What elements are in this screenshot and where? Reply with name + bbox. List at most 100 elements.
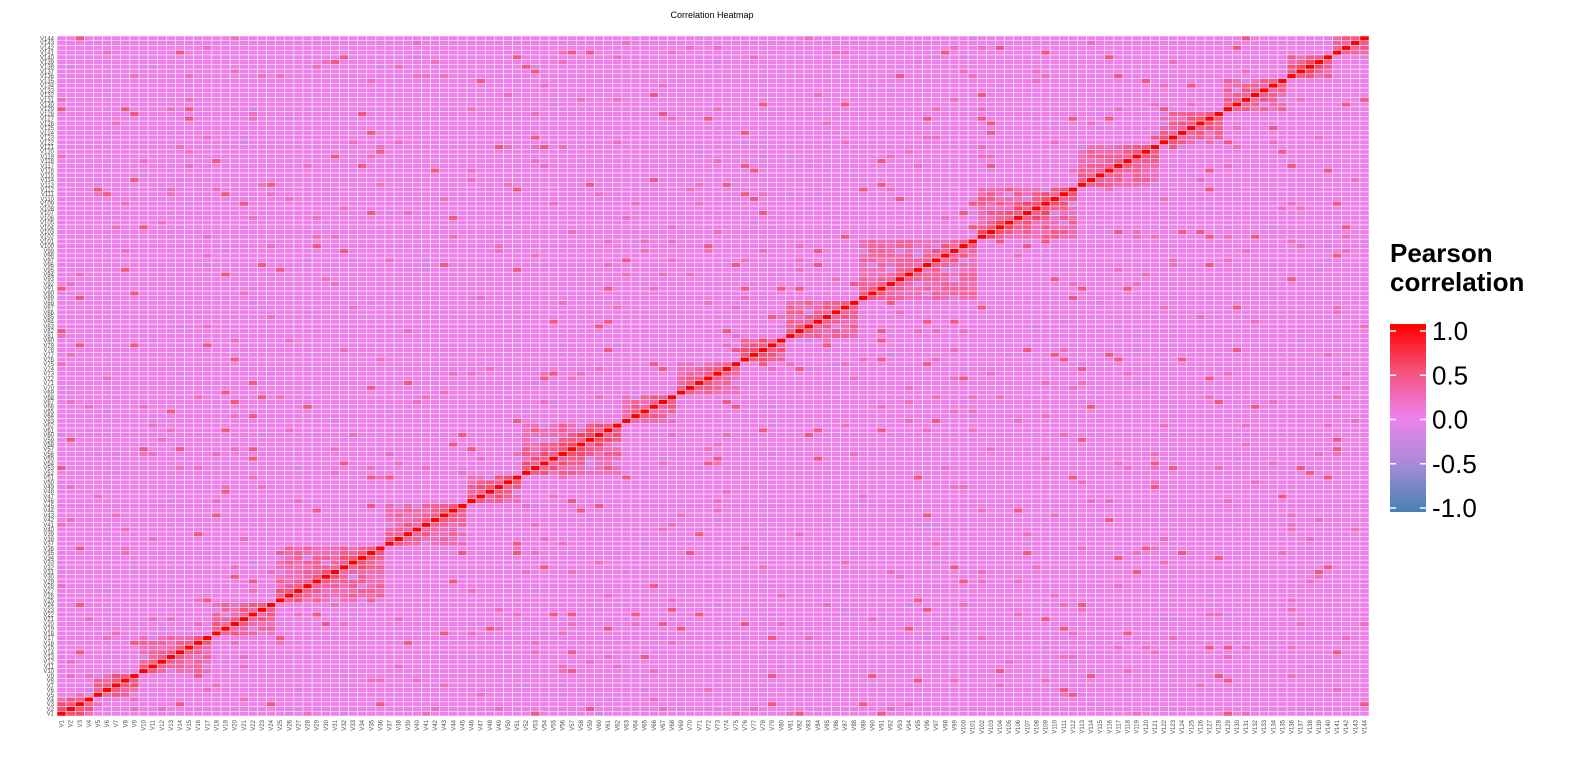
heatmap-cell	[102, 153, 112, 160]
heatmap-cell	[238, 597, 249, 603]
heatmap-cell	[56, 385, 67, 391]
heatmap-cell	[84, 248, 94, 254]
heatmap-cell	[302, 654, 313, 660]
heatmap-cell	[65, 507, 76, 514]
heatmap-cell	[102, 323, 112, 330]
heatmap-cell	[320, 163, 331, 169]
heatmap-cell	[184, 139, 194, 145]
heatmap-cell	[248, 626, 258, 632]
heatmap-cell	[248, 87, 258, 93]
heatmap-cell	[156, 659, 167, 665]
heatmap-cell	[248, 668, 258, 674]
heatmap-cell	[320, 144, 331, 150]
heatmap-cell	[257, 229, 267, 235]
heatmap-cell	[257, 300, 267, 306]
heatmap-cell	[84, 550, 94, 556]
heatmap-cell	[293, 328, 304, 334]
heatmap-cell	[184, 153, 194, 160]
heatmap-cell	[147, 276, 158, 282]
heatmap-cell	[138, 507, 149, 514]
heatmap-cell	[348, 484, 358, 490]
heatmap-cell	[229, 40, 240, 46]
heatmap-cell	[147, 328, 158, 334]
heatmap-cell	[320, 607, 331, 613]
heatmap-cell	[175, 564, 185, 570]
heatmap-cell	[202, 347, 213, 353]
heatmap-cell	[184, 517, 194, 523]
heatmap-cell	[74, 238, 85, 245]
heatmap-cell	[65, 441, 76, 448]
heatmap-cell	[93, 371, 103, 377]
heatmap-cell	[293, 64, 304, 70]
heatmap-cell	[348, 196, 358, 202]
heatmap-cell	[202, 422, 213, 429]
heatmap-cell	[284, 663, 295, 670]
heatmap-cell	[275, 555, 286, 561]
heatmap-cell	[202, 526, 213, 533]
heatmap-cell	[74, 347, 85, 353]
heatmap-cell	[184, 493, 194, 500]
heatmap-cell	[147, 49, 158, 56]
heatmap-cell	[156, 314, 167, 320]
heatmap-cell	[284, 626, 295, 632]
heatmap-cell	[275, 389, 286, 396]
heatmap-cell	[166, 158, 176, 164]
heatmap-cell	[184, 252, 194, 259]
heatmap-cell	[266, 640, 276, 646]
heatmap-cell	[56, 380, 67, 386]
heatmap-cell	[65, 692, 76, 698]
heatmap-cell	[311, 229, 322, 235]
heatmap-cell	[311, 205, 322, 211]
heatmap-cell	[156, 498, 167, 504]
heatmap-cell	[166, 611, 176, 618]
heatmap-cell	[248, 550, 258, 556]
heatmap-cell	[366, 262, 377, 268]
heatmap-cell	[111, 692, 122, 698]
heatmap-cell	[266, 97, 276, 103]
heatmap-cell	[257, 191, 267, 197]
heatmap-cell	[284, 64, 295, 70]
heatmap-cell	[266, 361, 276, 367]
heatmap-cell	[65, 422, 76, 429]
heatmap-cell	[147, 696, 158, 703]
heatmap-cell	[339, 371, 349, 377]
heatmap-cell	[202, 701, 213, 707]
heatmap-cell	[229, 323, 240, 330]
heatmap-cell	[138, 630, 149, 636]
heatmap-cell	[166, 503, 176, 509]
heatmap-cell	[175, 677, 185, 684]
heatmap-cell	[93, 101, 103, 108]
heatmap-cell	[220, 172, 231, 178]
heatmap-cell	[184, 196, 194, 202]
heatmap-cell	[138, 219, 149, 226]
heatmap-cell	[120, 182, 131, 188]
heatmap-cell	[293, 54, 304, 60]
heatmap-cell	[166, 328, 176, 334]
heatmap-cell	[211, 682, 222, 688]
heatmap-cell	[238, 696, 249, 703]
heatmap-cell	[339, 663, 349, 670]
heatmap-cell	[93, 545, 103, 551]
heatmap-cell	[330, 389, 340, 396]
heatmap-cell	[193, 408, 204, 415]
heatmap-cell	[102, 569, 112, 575]
heatmap-cell	[93, 626, 103, 632]
heatmap-cell	[302, 134, 313, 141]
heatmap-cell	[211, 153, 222, 160]
heatmap-cell	[211, 300, 222, 306]
heatmap-cell	[339, 422, 349, 429]
heatmap-cell	[293, 337, 304, 344]
heatmap-cell	[284, 54, 295, 60]
heatmap-cell	[348, 654, 358, 660]
heatmap-cell	[166, 290, 176, 296]
heatmap-cell	[129, 54, 140, 60]
heatmap-cell	[257, 470, 267, 476]
heatmap-cell	[302, 219, 313, 226]
heatmap-cell	[147, 210, 158, 216]
heatmap-cell	[193, 592, 204, 599]
heatmap-cell	[330, 493, 340, 500]
heatmap-cell	[339, 149, 349, 155]
heatmap-cell	[330, 550, 340, 556]
heatmap-cell	[120, 111, 131, 117]
heatmap-cell	[175, 229, 185, 235]
